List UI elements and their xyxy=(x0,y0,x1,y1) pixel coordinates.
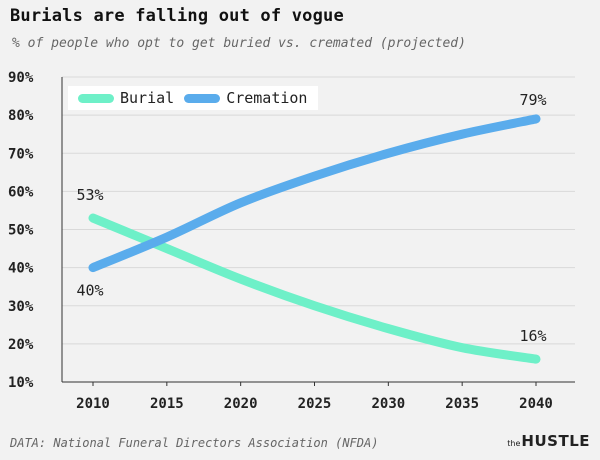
x-tick-label: 2030 xyxy=(371,396,405,412)
data-label: 16% xyxy=(519,327,546,345)
legend: Burial Cremation xyxy=(68,86,318,110)
brand-logo-small: the xyxy=(507,439,521,448)
legend-label-burial: Burial xyxy=(120,89,175,107)
y-tick-label: 40% xyxy=(8,261,34,277)
y-tick-label: 80% xyxy=(8,108,34,124)
brand-logo: the HUSTLE xyxy=(507,432,590,450)
legend-swatch-burial xyxy=(78,93,114,103)
y-tick-label: 70% xyxy=(8,146,34,162)
legend-swatch-cremation xyxy=(184,93,221,103)
legend-label-cremation: Cremation xyxy=(226,89,308,107)
y-tick-label: 90% xyxy=(8,70,34,86)
data-label: 79% xyxy=(519,91,546,109)
x-tick-label: 2020 xyxy=(224,396,258,412)
y-tick-label: 60% xyxy=(8,184,34,200)
y-tick-label: 10% xyxy=(8,375,34,391)
legend-item-burial: Burial xyxy=(78,89,174,107)
x-tick-label: 2035 xyxy=(445,396,479,412)
x-tick-label: 2025 xyxy=(298,396,332,412)
legend-item-cremation: Cremation xyxy=(184,89,307,107)
series-line-cremation xyxy=(88,114,541,273)
x-tick-label: 2015 xyxy=(150,396,184,412)
y-tick-label: 30% xyxy=(8,299,34,315)
series-line-burial xyxy=(88,213,541,364)
x-tick-label: 2040 xyxy=(519,396,553,412)
y-tick-label: 50% xyxy=(8,223,34,239)
chart-title: Burials are falling out of vogue xyxy=(10,6,344,26)
x-tick-label: 2010 xyxy=(76,396,110,412)
brand-logo-text: HUSTLE xyxy=(521,432,590,450)
source-note: DATA: National Funeral Directors Associa… xyxy=(10,436,379,450)
data-label: 53% xyxy=(76,186,103,204)
data-label: 40% xyxy=(76,282,103,300)
chart-subtitle: % of people who opt to get buried vs. cr… xyxy=(12,36,466,51)
y-tick-label: 20% xyxy=(8,337,34,353)
